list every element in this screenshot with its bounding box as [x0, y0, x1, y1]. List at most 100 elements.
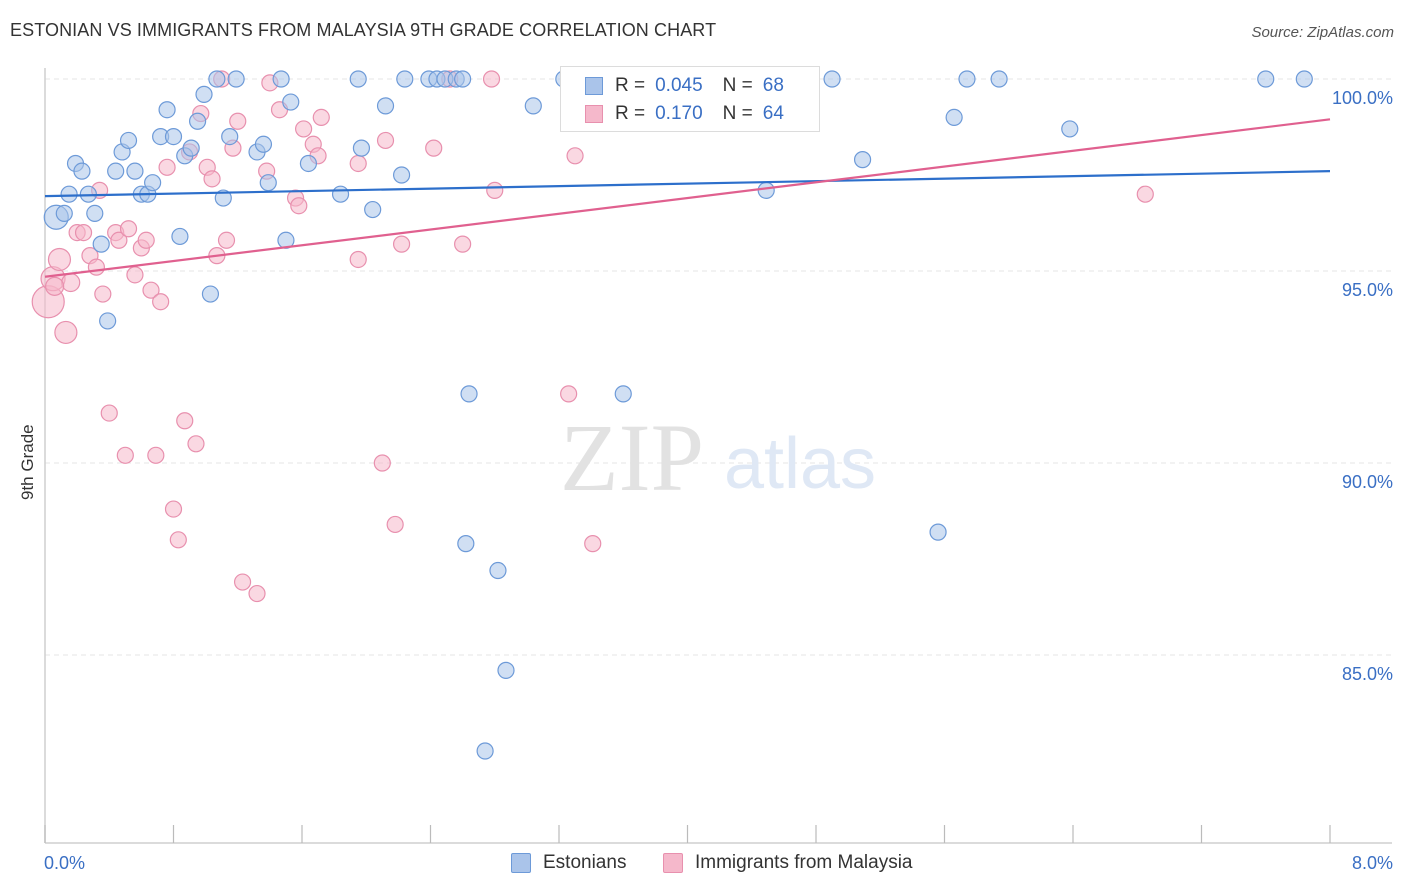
point-estonians [1257, 70, 1275, 88]
point-estonians [352, 139, 371, 157]
point-estonians [188, 112, 207, 130]
legend-item-estonians[interactable]: Estonians [511, 852, 626, 874]
point-malaysia [376, 131, 395, 150]
point-estonians [221, 128, 239, 146]
point-estonians [614, 385, 632, 403]
legend-row-malaysia: R = 0.170 N = 64 [585, 101, 784, 127]
point-malaysia [54, 320, 78, 345]
point-malaysia [152, 293, 170, 311]
point-malaysia [142, 281, 160, 299]
legend-label-malaysia: Immigrants from Malaysia [695, 852, 913, 873]
series-legend: Estonians Immigrants from Malaysia [0, 852, 1406, 878]
point-estonians [331, 185, 350, 203]
legend-n-value: 64 [762, 103, 784, 124]
legend-n-label: N = [722, 103, 753, 124]
y-tick-label: 90.0% [1342, 472, 1393, 492]
point-estonians [99, 312, 117, 330]
point-estonians [92, 235, 110, 253]
y-tick-labels: 85.0% 90.0% 95.0% 100.0% [1332, 88, 1393, 684]
point-malaysia [486, 181, 504, 199]
y-tick-label: 95.0% [1342, 280, 1393, 300]
trend-line-estonians [44, 170, 1331, 198]
point-malaysia [392, 235, 411, 253]
point-malaysia [47, 247, 72, 272]
point-estonians [214, 189, 232, 207]
point-malaysia [386, 515, 404, 534]
point-estonians [457, 535, 475, 553]
series-malaysia-points [31, 70, 1154, 603]
point-malaysia [482, 70, 501, 88]
point-estonians [182, 139, 200, 157]
point-estonians [454, 70, 472, 88]
point-estonians [107, 162, 125, 180]
point-estonians [476, 742, 494, 760]
point-malaysia [45, 276, 65, 296]
point-malaysia [100, 404, 118, 422]
watermark: ZIP atlas [560, 404, 876, 511]
point-malaysia [217, 231, 236, 249]
point-estonians [299, 154, 318, 173]
point-estonians [929, 523, 947, 541]
point-estonians [55, 204, 73, 222]
point-estonians [144, 174, 162, 192]
point-estonians [524, 97, 542, 115]
point-malaysia [74, 224, 93, 242]
point-estonians [208, 70, 226, 88]
point-malaysia [158, 158, 176, 176]
point-estonians [272, 70, 290, 88]
point-estonians [823, 70, 841, 88]
grid-lines [45, 78, 1392, 656]
point-estonians [1295, 70, 1313, 88]
point-malaysia [425, 139, 443, 157]
point-malaysia [203, 170, 221, 188]
point-malaysia [110, 231, 128, 249]
point-estonians [119, 131, 138, 150]
point-estonians [497, 661, 515, 679]
chart-title: ESTONIAN VS IMMIGRANTS FROM MALAYSIA 9TH… [10, 20, 717, 40]
axes [44, 68, 1392, 844]
legend-r-label: R = [615, 103, 646, 124]
legend-item-malaysia[interactable]: Immigrants from Malaysia [663, 852, 913, 874]
point-malaysia [119, 220, 138, 238]
trend-line-malaysia [44, 118, 1331, 278]
legend-swatch-pink [585, 105, 603, 123]
point-malaysia [137, 231, 155, 249]
y-tick-label: 85.0% [1342, 664, 1393, 684]
point-estonians [227, 70, 245, 88]
point-malaysia [147, 446, 165, 464]
point-estonians [201, 285, 220, 303]
point-malaysia [312, 108, 330, 127]
point-estonians [282, 93, 300, 111]
legend-swatch-estonians [511, 853, 531, 873]
point-estonians [392, 166, 411, 184]
point-malaysia [94, 285, 112, 303]
watermark-atlas: atlas [724, 424, 876, 504]
legend-r-value: 0.045 [655, 75, 703, 96]
point-estonians [460, 385, 478, 403]
point-malaysia [454, 235, 472, 253]
legend-r-label: R = [615, 75, 646, 96]
point-malaysia [233, 573, 252, 591]
trend-lines [44, 118, 1331, 278]
legend-label-estonians: Estonians [543, 852, 627, 873]
point-estonians [126, 162, 144, 180]
point-malaysia [290, 197, 308, 215]
point-malaysia [126, 266, 144, 284]
source-label: Source: ZipAtlas.com [1251, 24, 1394, 41]
point-estonians [73, 162, 91, 180]
legend-swatch-blue [585, 77, 603, 95]
point-estonians [376, 97, 395, 115]
point-malaysia [61, 272, 81, 293]
point-estonians [349, 70, 367, 88]
point-estonians [195, 85, 213, 103]
point-estonians [990, 70, 1008, 88]
point-malaysia [349, 250, 367, 269]
point-estonians [171, 227, 189, 246]
point-malaysia [176, 412, 194, 430]
x-tick-labels: 0.0% 8.0% [44, 853, 1393, 873]
point-estonians [396, 70, 414, 88]
point-malaysia [187, 435, 205, 453]
legend-r-value: 0.170 [655, 103, 703, 124]
point-malaysia [248, 584, 266, 603]
